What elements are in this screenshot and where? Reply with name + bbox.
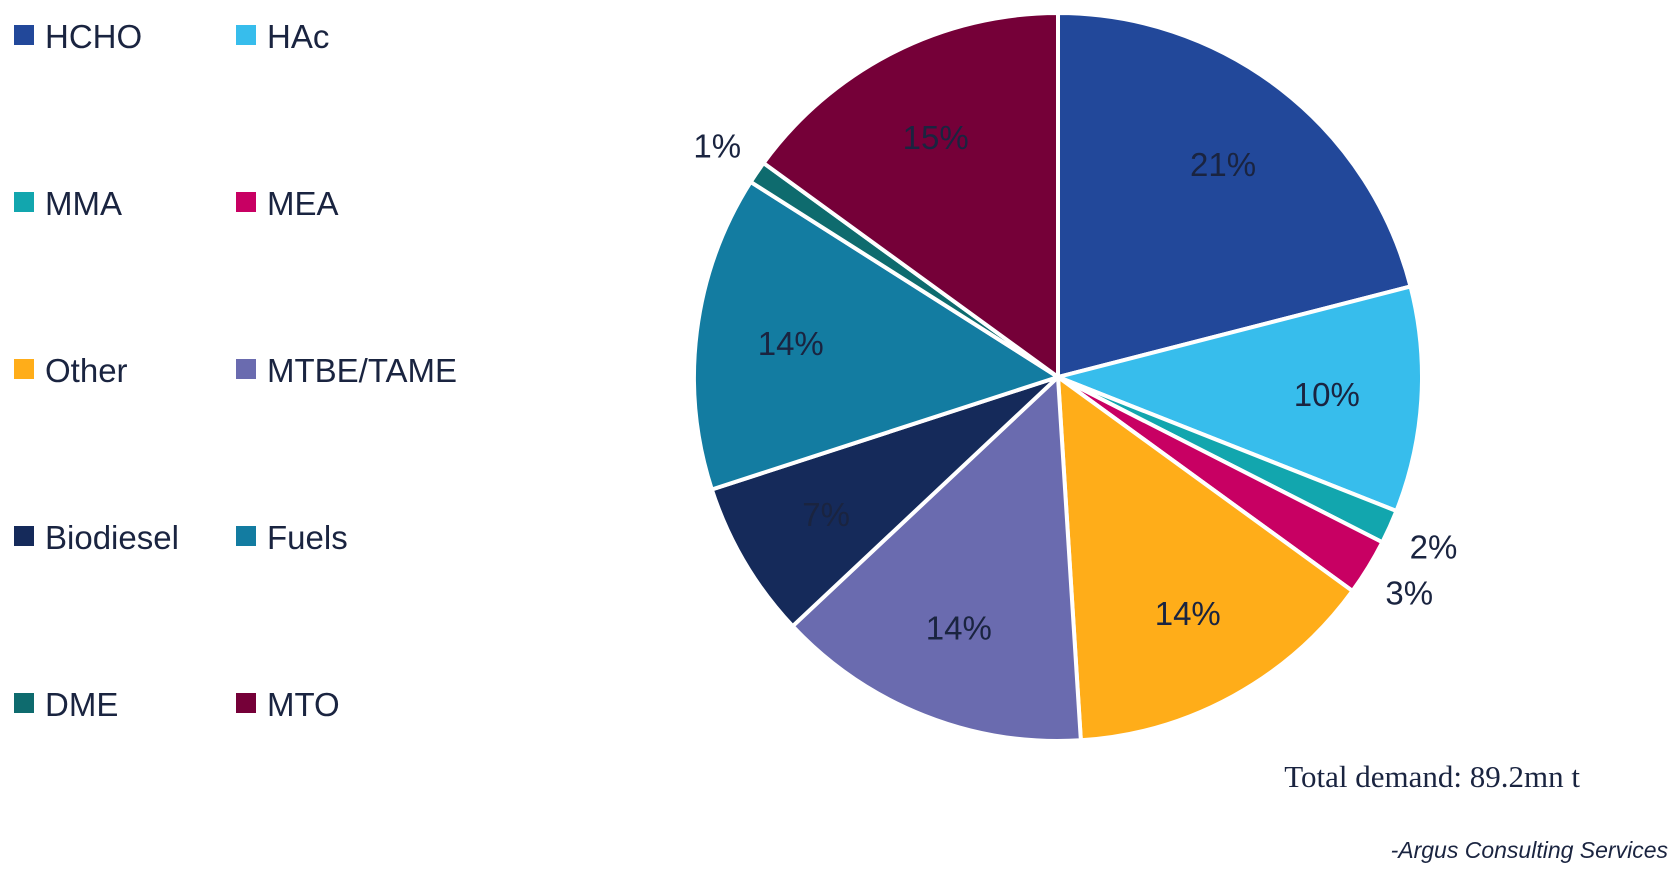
- legend-swatch-dme: [14, 693, 34, 713]
- legend-label-mto: MTO: [267, 686, 340, 723]
- data-label-hcho: 21%: [1190, 146, 1256, 183]
- legend-label-hcho: HCHO: [45, 18, 142, 55]
- legend-item-dme: DME: [14, 686, 118, 723]
- legend-swatch-other: [14, 359, 34, 379]
- legend-swatch-hcho: [14, 25, 34, 45]
- legend-label-mtbe-tame: MTBE/TAME: [267, 352, 457, 389]
- legend-label-other: Other: [45, 352, 128, 389]
- legend-item-hac: HAc: [236, 18, 329, 55]
- data-label-mma: 2%: [1410, 529, 1458, 566]
- legend-item-mma: MMA: [14, 185, 122, 222]
- data-label-dme: 1%: [693, 127, 741, 164]
- legend-item-hcho: HCHO: [14, 18, 142, 55]
- data-label-other: 14%: [1155, 595, 1221, 632]
- pie-slices: [692, 11, 1424, 743]
- legend-swatch-mma: [14, 192, 34, 212]
- data-label-mea: 3%: [1385, 574, 1433, 611]
- legend-item-biodiesel: Biodiesel: [14, 519, 179, 556]
- legend-label-dme: DME: [45, 686, 118, 723]
- legend-item-fuels: Fuels: [236, 519, 348, 556]
- legend-swatch-hac: [236, 25, 256, 45]
- legend-label-mma: MMA: [45, 185, 122, 222]
- pie-slice-fuels: [692, 179, 1060, 492]
- source-credit: -Argus Consulting Services: [1391, 837, 1669, 863]
- legend-swatch-mea: [236, 192, 256, 212]
- legend-item-mtbe-tame: MTBE/TAME: [236, 352, 457, 389]
- legend-swatch-fuels: [236, 526, 256, 546]
- pie-data-labels: 21% 10% 2% 3% 14% 14% 7% 14% 1% 15%: [693, 119, 1457, 646]
- pie-slice-mtbe-tame: [790, 375, 1083, 743]
- chart-legend: HCHO HAc MMA MEA Other MTBE/TAME Biodiesel Fuel…: [14, 18, 457, 723]
- legend-label-biodiesel: Biodiesel: [45, 519, 179, 556]
- data-label-fuels: 14%: [758, 325, 824, 362]
- pie-slice-hcho: [1056, 11, 1413, 379]
- legend-label-hac: HAc: [267, 18, 329, 55]
- pie-slice-mto: [761, 11, 1060, 379]
- legend-swatch-mto: [236, 693, 256, 713]
- legend-label-mea: MEA: [267, 185, 339, 222]
- data-label-mtbe-tame: 14%: [926, 609, 992, 646]
- pie-slice-other: [1056, 375, 1355, 743]
- total-demand-note: Total demand: 89.2mn t: [1284, 759, 1580, 794]
- data-label-mto: 15%: [903, 119, 969, 156]
- data-label-biodiesel: 7%: [802, 496, 850, 533]
- legend-swatch-mtbe-tame: [236, 359, 256, 379]
- pie-slice-hac: [1056, 284, 1424, 513]
- pie-slice-biodiesel: [709, 375, 1060, 629]
- data-label-hac: 10%: [1294, 376, 1360, 413]
- legend-label-fuels: Fuels: [267, 519, 348, 556]
- legend-swatch-biodiesel: [14, 526, 34, 546]
- legend-item-mto: MTO: [236, 686, 340, 723]
- legend-item-other: Other: [14, 352, 128, 389]
- legend-item-mea: MEA: [236, 185, 339, 222]
